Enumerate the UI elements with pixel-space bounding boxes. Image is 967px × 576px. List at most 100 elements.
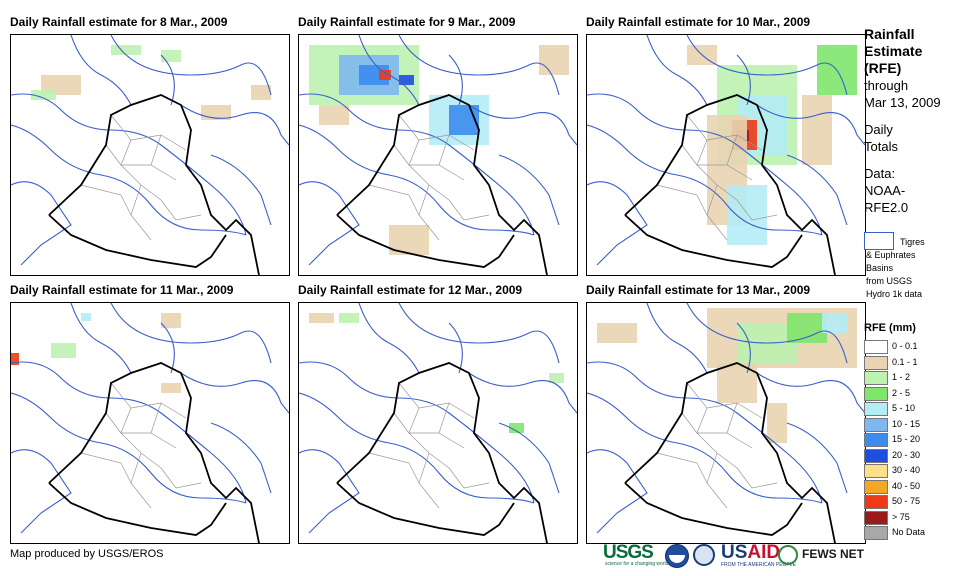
basin-boundary [358,35,420,106]
rfe-legend-title: RFE (mm) [864,322,916,334]
panel-title: Daily Rainfall estimate for 13 Mar., 200… [586,283,811,297]
map-credit: Map produced by USGS/EROS [10,548,164,560]
rainfall-area [51,343,76,358]
rainfall-area [161,383,181,393]
rainfall-map [10,302,290,544]
map-panel-9-mar: Daily Rainfall estimate for 9 Mar., 2009 [298,12,586,282]
rfe-legend-label: 50 - 75 [892,496,921,506]
legend-title-line1: Rainfall [864,26,915,42]
rainfall-area [802,95,832,165]
country-border [624,482,803,536]
legend-title-line2: Estimate [864,43,923,59]
country-border [624,214,803,268]
basin-boundary [11,124,247,236]
fews-net-logo-icon [778,545,798,565]
basin-boundary [468,372,577,414]
admin-boundary [105,144,122,166]
basin-boundary [210,422,272,494]
country-border [48,94,260,275]
legend-data-source1: NOAA- [864,183,906,198]
admin-boundary [121,432,177,449]
basin-legend-text: Tigres & Euphrates Basins from USGS Hydr… [866,236,964,301]
admin-boundary [368,184,420,216]
map-svg [299,303,577,543]
admin-boundary [726,402,738,434]
rfe-legend-swatch [864,355,888,370]
country-border [48,482,227,536]
basin-boundary [686,35,848,96]
admin-boundary [393,412,410,434]
rainfall-area [309,313,334,323]
admin-boundary [160,467,202,489]
rfe-legend-swatch [864,526,888,540]
rfe-legend-label: 20 - 30 [892,449,921,460]
legend-daily: Daily [864,122,893,137]
rfe-legend-swatch [864,448,888,463]
rainfall-area [509,423,524,433]
usgs-logo: USGS [603,542,654,563]
usaid-logo: USAID [721,542,780,564]
basin-boundary [11,181,72,266]
rainfall-area [549,373,564,383]
basin-boundary [180,372,289,414]
panel-title: Daily Rainfall estimate for 12 Mar., 200… [298,283,523,297]
admin-boundary [681,144,698,166]
rfe-legend-swatch [864,402,888,416]
basin-line: Basins [866,263,894,273]
basin-boundary [646,303,708,374]
admin-boundary [697,432,753,449]
basin-boundary [70,303,132,374]
panel-title: Daily Rainfall estimate for 8 Mar., 2009 [10,15,228,29]
basin-legend-swatch [864,232,894,250]
basin-line: Hydro 1k data [866,289,923,299]
map-panel-12-mar: Daily Rainfall estimate for 12 Mar., 200… [298,280,586,550]
basin-boundary [498,422,560,494]
rainfall-area [161,50,181,62]
admin-boundary [130,184,152,241]
rfe-legend-label: 0 - 0.1 [892,341,918,351]
admin-boundary [368,452,420,484]
admin-boundary [448,467,490,489]
usaid-logo-us: US [721,542,748,563]
rainfall-area [161,313,181,328]
map-svg [11,303,289,543]
basin-boundary [358,303,420,374]
basin-boundary [299,93,535,236]
rfe-legend-label: 0.1 - 1 [892,356,918,367]
rainfall-area [339,313,359,323]
admin-boundary [409,164,465,181]
panel-title: Daily Rainfall estimate for 11 Mar., 200… [10,283,234,297]
rainfall-map [10,34,290,276]
rfe-legend-swatch [864,495,888,509]
basin-boundary [299,392,535,504]
rfe-legend-label: 1 - 2 [892,372,911,382]
rainfall-area [251,85,271,100]
legend: Rainfall Estimate (RFE) through Mar 13, … [864,26,964,540]
admin-boundary [656,184,708,216]
rainfall-map [298,302,578,544]
admin-boundary [438,134,450,166]
rfe-legend-swatch [864,510,888,525]
basin-boundary [299,449,360,534]
rfe-legend-swatch [864,386,888,401]
legend-data-label: Data: [864,166,896,181]
rfe-legend-label: 5 - 10 [892,403,916,413]
rainfall-area [319,105,349,125]
basin-boundary [11,449,72,534]
rainfall-area [81,313,91,321]
admin-boundary [150,402,162,434]
country-border [336,482,515,536]
basin-boundary [210,154,272,226]
map-svg [587,35,865,275]
admin-boundary [160,199,202,221]
map-panel-8-mar: Daily Rainfall estimate for 8 Mar., 2009 [10,12,298,282]
basin-boundary [686,303,848,364]
rainfall-area [597,323,637,343]
map-panel-10-mar: Daily Rainfall estimate for 10 Mar., 200… [586,12,874,282]
rainfall-area [449,105,479,135]
country-border [48,214,227,268]
usaid-tagline: FROM THE AMERICAN PEOPLE [721,562,796,568]
basin-boundary [498,154,560,226]
rfe-legend-label: No Data [892,527,926,537]
rfe-legend-swatch [864,417,888,432]
